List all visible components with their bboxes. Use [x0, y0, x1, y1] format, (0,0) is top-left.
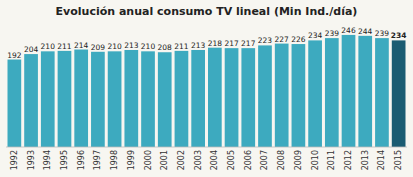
data-label: 239	[325, 29, 340, 38]
data-label: 204	[24, 45, 39, 54]
data-label: 213	[191, 41, 206, 50]
bar	[342, 35, 356, 147]
data-label: 234	[391, 31, 407, 40]
x-tick-label: 2002	[177, 150, 186, 170]
x-tick-label: 1994	[43, 150, 52, 170]
bar	[108, 51, 122, 147]
bar	[124, 50, 138, 147]
x-tick-label: 2015	[394, 150, 403, 170]
bars	[8, 35, 406, 147]
x-tick-label: 2014	[377, 150, 386, 170]
bar	[58, 51, 72, 147]
x-tick-label: 1999	[127, 150, 136, 170]
data-label: 213	[124, 41, 139, 50]
data-label: 211	[174, 42, 189, 51]
bar	[91, 52, 105, 147]
data-label: 226	[291, 35, 306, 44]
x-tick-label: 2003	[194, 150, 203, 170]
data-label: 209	[91, 43, 106, 52]
x-tick-label: 1998	[110, 150, 119, 170]
bar	[8, 60, 22, 147]
x-tick-label: 2007	[260, 150, 269, 170]
bar	[191, 50, 205, 147]
x-tick-label: 1997	[93, 150, 102, 170]
data-label: 210	[41, 42, 56, 51]
data-label: 210	[141, 42, 156, 51]
bar	[241, 48, 255, 147]
bar	[41, 51, 55, 147]
data-label: 234	[308, 31, 323, 40]
x-tick-label: 1993	[27, 150, 36, 170]
title: Evolución anual consumo TV lineal (Min I…	[56, 5, 358, 18]
x-tick-label: 2013	[361, 150, 370, 170]
x-tick-label: 1996	[77, 150, 86, 170]
background	[0, 0, 413, 177]
data-label: 211	[57, 42, 72, 51]
x-tick-label: 2000	[144, 150, 153, 170]
data-label: 227	[275, 35, 290, 44]
data-label: 210	[107, 42, 122, 51]
data-label: 218	[208, 39, 223, 48]
data-label: 244	[358, 27, 373, 36]
bar	[24, 54, 38, 147]
x-tick-label: 2006	[244, 150, 253, 170]
bar	[292, 44, 306, 147]
data-label: 192	[7, 51, 22, 60]
data-label: 223	[258, 36, 273, 45]
bar	[141, 51, 155, 147]
x-tick-label: 2010	[311, 150, 320, 170]
x-tick-label: 2004	[210, 150, 219, 170]
data-label: 246	[341, 26, 356, 35]
bar	[375, 38, 389, 147]
bar	[175, 51, 189, 147]
bar	[258, 45, 272, 147]
data-label: 208	[158, 43, 173, 52]
bar	[275, 44, 289, 147]
bar	[208, 48, 222, 147]
bar	[358, 36, 372, 147]
x-axis-line	[6, 147, 407, 148]
chart: Evolución anual consumo TV lineal (Min I…	[0, 0, 413, 177]
bar	[392, 40, 406, 147]
x-tick-label: 2009	[294, 150, 303, 170]
x-tick-label: 1995	[60, 150, 69, 170]
bar	[158, 52, 172, 147]
bar	[325, 38, 339, 147]
x-tick-label: 1992	[10, 150, 19, 170]
x-tick-label: 2011	[327, 150, 336, 170]
bar	[74, 50, 88, 147]
data-label: 239	[375, 29, 390, 38]
chart-container: Evolución anual consumo TV lineal (Min I…	[0, 0, 413, 177]
bar	[225, 48, 239, 147]
data-label: 217	[224, 39, 239, 48]
x-tick-label: 2001	[160, 150, 169, 170]
x-tick-label: 2012	[344, 150, 353, 170]
data-label: 217	[241, 39, 256, 48]
bar	[308, 40, 322, 147]
x-tick-label: 2008	[277, 150, 286, 170]
x-tick-label: 2005	[227, 150, 236, 170]
data-label: 214	[74, 41, 89, 50]
